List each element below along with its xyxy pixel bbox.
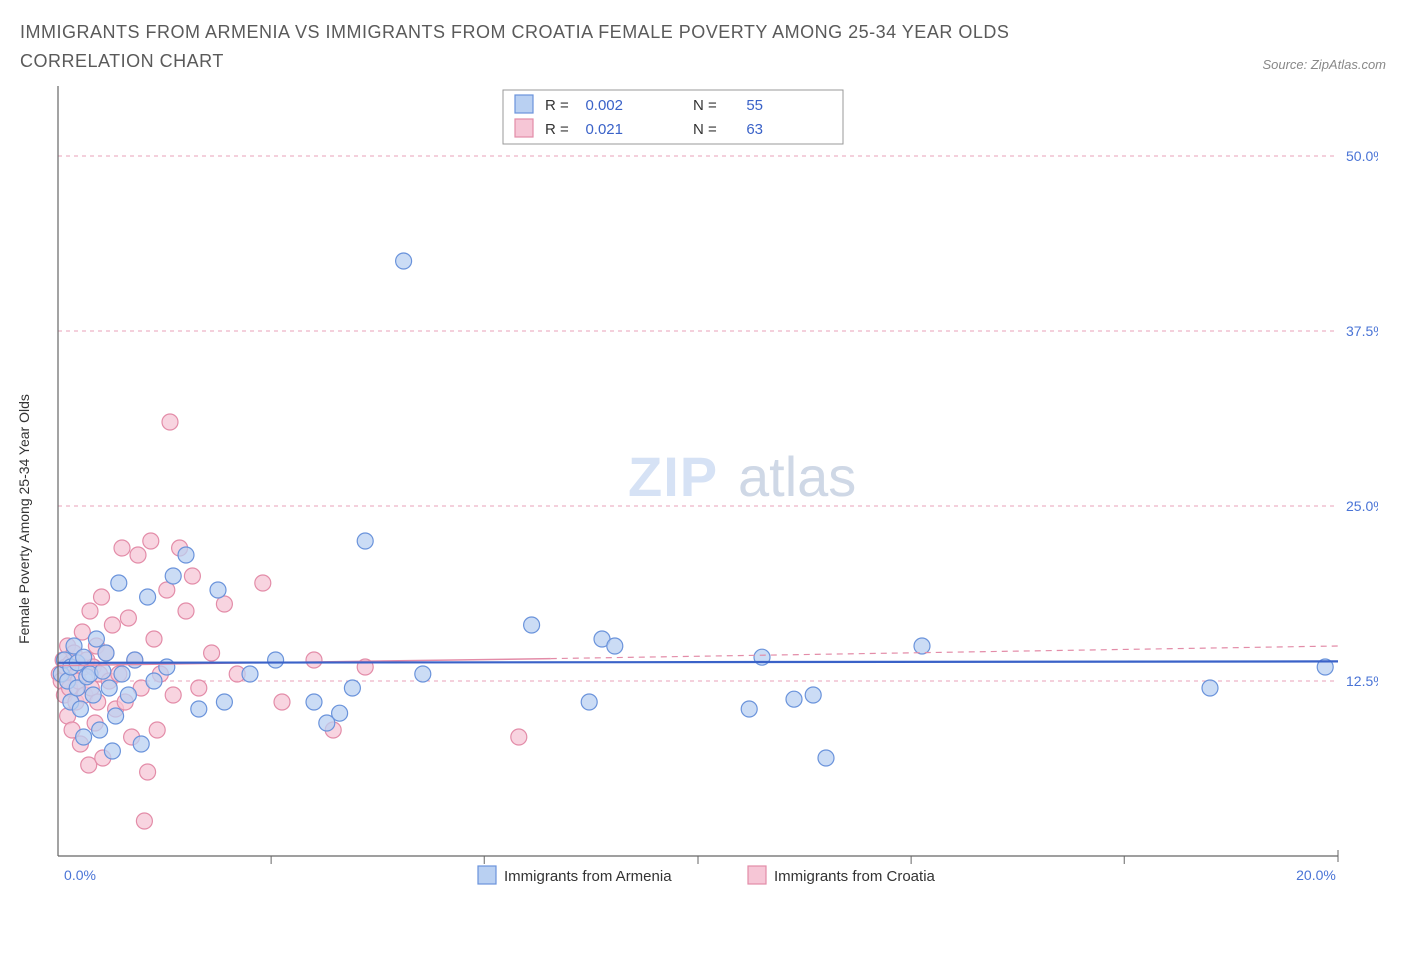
data-point: [162, 414, 178, 430]
data-point: [146, 631, 162, 647]
data-point: [76, 729, 92, 745]
data-point: [178, 603, 194, 619]
legend-r-value: 0.021: [585, 121, 623, 138]
x-tick-label: 0.0%: [64, 867, 96, 883]
legend-r-label: R =: [545, 121, 569, 138]
data-point: [133, 736, 149, 752]
data-point: [114, 540, 130, 556]
data-point: [149, 722, 165, 738]
data-point: [165, 568, 181, 584]
data-point: [524, 617, 540, 633]
data-point: [216, 694, 232, 710]
data-point: [88, 631, 104, 647]
legend-r-value: 0.002: [585, 97, 623, 114]
data-point: [82, 603, 98, 619]
y-tick-label: 25.0%: [1346, 498, 1378, 514]
y-tick-label: 12.5%: [1346, 673, 1378, 689]
data-point: [191, 701, 207, 717]
data-point: [146, 673, 162, 689]
legend-n-value: 63: [746, 121, 763, 138]
scatter-chart: 12.5% 25.0% 37.5% 50.0% ZIP atlas 0.0% 20.0% R =…: [48, 86, 1378, 936]
data-point: [511, 729, 527, 745]
data-point: [104, 743, 120, 759]
data-point: [85, 687, 101, 703]
data-point: [104, 617, 120, 633]
data-point: [111, 575, 127, 591]
data-point: [344, 680, 360, 696]
legend-n-label: N =: [693, 121, 717, 138]
data-point: [101, 680, 117, 696]
legend-r-label: R =: [545, 97, 569, 114]
data-point: [191, 680, 207, 696]
data-point: [332, 705, 348, 721]
data-point: [242, 666, 258, 682]
y-axis-label: Female Poverty Among 25-34 Year Olds: [16, 394, 32, 644]
legend-series-label: Immigrants from Croatia: [774, 868, 936, 885]
legend-swatch: [515, 119, 533, 137]
trend-line-croatia-dash: [551, 646, 1338, 659]
data-point: [140, 589, 156, 605]
data-point: [914, 638, 930, 654]
data-point: [306, 694, 322, 710]
data-point: [818, 750, 834, 766]
data-point: [607, 638, 623, 654]
data-point: [140, 764, 156, 780]
data-point: [72, 701, 88, 717]
legend-swatch: [515, 95, 533, 113]
data-point: [94, 589, 110, 605]
data-point: [165, 687, 181, 703]
data-point: [268, 652, 284, 668]
data-point: [159, 659, 175, 675]
legend-swatch: [748, 866, 766, 884]
data-point: [741, 701, 757, 717]
watermark: ZIP: [628, 445, 718, 508]
trend-line-armenia: [58, 661, 1338, 662]
data-point: [120, 610, 136, 626]
data-point: [92, 722, 108, 738]
chart-title: IMMIGRANTS FROM ARMENIA VS IMMIGRANTS FR…: [20, 18, 1120, 76]
data-point: [415, 666, 431, 682]
data-point: [357, 533, 373, 549]
data-point: [98, 645, 114, 661]
y-tick-label: 50.0%: [1346, 148, 1378, 164]
data-point: [396, 253, 412, 269]
data-point: [108, 708, 124, 724]
data-point: [127, 652, 143, 668]
chart-source: Source: ZipAtlas.com: [1262, 57, 1386, 76]
data-point: [210, 582, 226, 598]
data-point: [306, 652, 322, 668]
legend-series-label: Immigrants from Armenia: [504, 868, 672, 885]
legend-n-label: N =: [693, 97, 717, 114]
data-point: [120, 687, 136, 703]
data-point: [143, 533, 159, 549]
y-tick-label: 37.5%: [1346, 323, 1378, 339]
data-point: [1202, 680, 1218, 696]
data-point: [130, 547, 146, 563]
data-point: [178, 547, 194, 563]
data-point: [114, 666, 130, 682]
data-point: [204, 645, 220, 661]
data-point: [581, 694, 597, 710]
data-point: [805, 687, 821, 703]
legend-n-value: 55: [746, 97, 763, 114]
data-point: [184, 568, 200, 584]
data-point: [274, 694, 290, 710]
legend-swatch: [478, 866, 496, 884]
data-point: [786, 691, 802, 707]
watermark: atlas: [738, 445, 856, 508]
data-point: [136, 813, 152, 829]
x-tick-label: 20.0%: [1296, 867, 1336, 883]
data-point: [255, 575, 271, 591]
